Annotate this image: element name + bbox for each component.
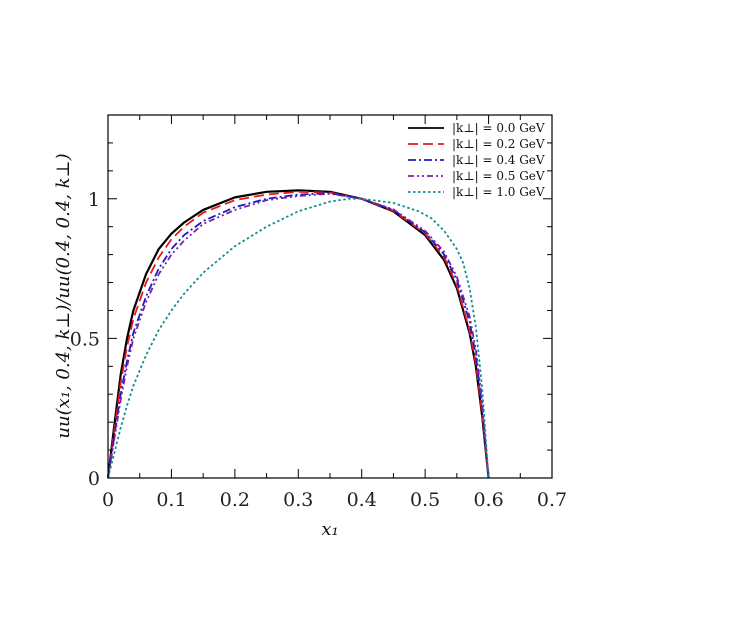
- x-tick-label: 0: [102, 489, 114, 511]
- x-axis-title: x₁: [321, 519, 338, 540]
- x-tick-label: 0.4: [347, 489, 377, 511]
- legend: |k⊥| = 0.0 GeV |k⊥| = 0.2 GeV |k⊥| = 0.4 G…: [408, 121, 545, 199]
- legend-label-0: |k⊥| = 0.0 GeV: [452, 121, 545, 135]
- series-lines: [106, 189, 490, 479]
- x-tick-label: 0.5: [410, 489, 440, 511]
- plot-frame: [107, 114, 553, 479]
- y-tick-label: 0.5: [70, 328, 100, 350]
- x-tick-label: 0.6: [473, 489, 503, 511]
- x-tick-label: 0.7: [537, 489, 567, 511]
- y-tick-label: 1: [88, 189, 100, 211]
- tick-labels: 0 0.1 0.2 0.3 0.4 0.5 0.6 0.7 0 0.5 1: [70, 189, 567, 511]
- legend-label-3: |k⊥| = 0.5 GeV: [452, 169, 545, 183]
- y-tick-label: 0: [88, 468, 100, 490]
- x-tick-label: 0.3: [283, 489, 313, 511]
- series-line-3: [107, 192, 490, 479]
- x-tick-label: 0.1: [156, 489, 186, 511]
- legend-label-1: |k⊥| = 0.2 GeV: [452, 137, 545, 151]
- series-line-0: [106, 189, 490, 479]
- legend-label-4: |k⊥| = 1.0 GeV: [452, 185, 545, 199]
- series-line-4: [107, 197, 490, 479]
- y-axis-title: uu(x₁, 0.4, k⊥)/uu(0.4, 0.4, k⊥): [53, 153, 74, 438]
- series-line-2: [107, 192, 490, 479]
- legend-label-2: |k⊥| = 0.4 GeV: [452, 153, 545, 167]
- x-tick-label: 0.2: [220, 489, 250, 511]
- series-line-1: [107, 190, 490, 479]
